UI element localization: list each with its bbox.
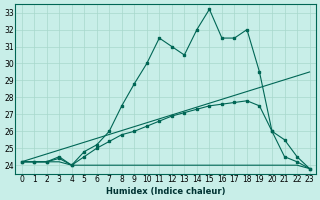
X-axis label: Humidex (Indice chaleur): Humidex (Indice chaleur) <box>106 187 225 196</box>
